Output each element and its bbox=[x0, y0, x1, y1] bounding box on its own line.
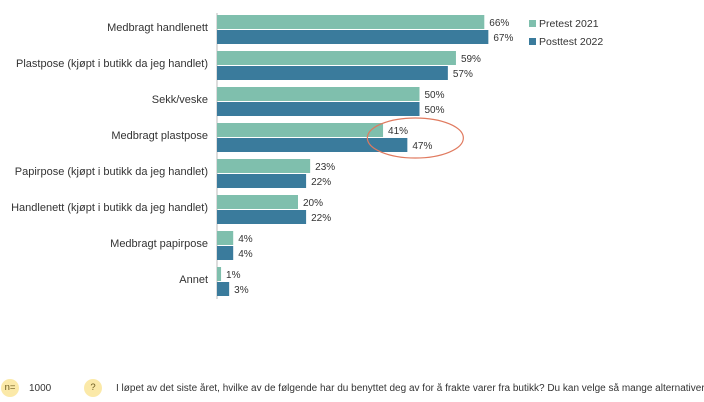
data-label-pretest-2021-handlenett-kj-pt-i-butikk-da-jeg-handlet: 20% bbox=[303, 198, 323, 209]
legend-label-pretest-2021: Pretest 2021 bbox=[539, 18, 599, 30]
bar-posttest-2022-annet bbox=[217, 282, 230, 296]
data-label-posttest-2022-handlenett-kj-pt-i-butikk-da-jeg-handlet: 22% bbox=[311, 213, 331, 224]
legend-label-posttest-2022: Posttest 2022 bbox=[539, 36, 603, 48]
data-label-pretest-2021-medbragt-plastpose: 41% bbox=[388, 126, 408, 137]
bar-posttest-2022-medbragt-plastpose bbox=[217, 138, 408, 152]
category-label-medbragt-handlenett: Medbragt handlenett bbox=[107, 22, 208, 34]
bar-pretest-2021-medbragt-plastpose bbox=[217, 123, 384, 137]
sample-size-value: 1000 bbox=[29, 383, 52, 394]
legend: Pretest 2021 Posttest 2022 bbox=[529, 18, 603, 48]
category-label-annet: Annet bbox=[179, 274, 208, 286]
survey-question: I løpet av det siste året, hvilke av de … bbox=[116, 383, 704, 394]
data-label-pretest-2021-annet: 1% bbox=[226, 270, 241, 281]
bar-pretest-2021-handlenett-kj-pt-i-butikk-da-jeg-handlet bbox=[217, 195, 298, 209]
category-label-plastpose-kj-pt-i-butikk-da-jeg-handlet: Plastpose (kjøpt i butikk da jeg handlet… bbox=[16, 58, 208, 70]
data-label-posttest-2022-annet: 3% bbox=[234, 285, 249, 296]
category-label-papirpose-kj-pt-i-butikk-da-jeg-handlet: Papirpose (kjøpt i butikk da jeg handlet… bbox=[15, 166, 208, 178]
data-label-posttest-2022-medbragt-handlenett: 67% bbox=[493, 33, 513, 44]
data-label-pretest-2021-medbragt-handlenett: 66% bbox=[489, 18, 509, 29]
bar-pretest-2021-medbragt-handlenett bbox=[217, 15, 485, 29]
data-label-posttest-2022-papirpose-kj-pt-i-butikk-da-jeg-handlet: 22% bbox=[311, 177, 331, 188]
data-label-pretest-2021-papirpose-kj-pt-i-butikk-da-jeg-handlet: 23% bbox=[315, 162, 335, 173]
data-label-pretest-2021-plastpose-kj-pt-i-butikk-da-jeg-handlet: 59% bbox=[461, 54, 481, 65]
legend-swatch-pretest-2021 bbox=[529, 20, 536, 27]
bar-posttest-2022-medbragt-handlenett bbox=[217, 30, 489, 44]
category-label-medbragt-plastpose: Medbragt plastpose bbox=[111, 130, 208, 142]
bar-posttest-2022-handlenett-kj-pt-i-butikk-da-jeg-handlet bbox=[217, 210, 307, 224]
bar-posttest-2022-plastpose-kj-pt-i-butikk-da-jeg-handlet bbox=[217, 66, 448, 80]
bar-pretest-2021-medbragt-papirpose bbox=[217, 231, 234, 245]
data-label-posttest-2022-sekk-veske: 50% bbox=[425, 105, 445, 116]
bar-posttest-2022-sekk-veske bbox=[217, 102, 420, 116]
question-badge: ? bbox=[84, 379, 102, 397]
data-label-posttest-2022-plastpose-kj-pt-i-butikk-da-jeg-handlet: 57% bbox=[453, 69, 473, 80]
data-label-posttest-2022-medbragt-papirpose: 4% bbox=[238, 249, 253, 260]
bar-pretest-2021-annet bbox=[217, 267, 222, 281]
bar-pretest-2021-papirpose-kj-pt-i-butikk-da-jeg-handlet bbox=[217, 159, 311, 173]
data-label-pretest-2021-medbragt-papirpose: 4% bbox=[238, 234, 253, 245]
legend-swatch-posttest-2022 bbox=[529, 38, 536, 45]
category-label-sekk-veske: Sekk/veske bbox=[152, 94, 208, 106]
bar-posttest-2022-medbragt-papirpose bbox=[217, 246, 234, 260]
data-label-pretest-2021-sekk-veske: 50% bbox=[425, 90, 445, 101]
category-label-medbragt-papirpose: Medbragt papirpose bbox=[110, 238, 208, 250]
category-label-handlenett-kj-pt-i-butikk-da-jeg-handlet: Handlenett (kjøpt i butikk da jeg handle… bbox=[11, 202, 208, 214]
bar-posttest-2022-papirpose-kj-pt-i-butikk-da-jeg-handlet bbox=[217, 174, 307, 188]
bars-layer: Medbragt handlenett 66% 67% Plastpose (kjøp… bbox=[11, 15, 513, 296]
bar-chart: Medbragt handlenett 66% 67% Plastpose (kjøp… bbox=[11, 13, 603, 299]
sample-size-badge: n= bbox=[1, 379, 19, 397]
bar-pretest-2021-sekk-veske bbox=[217, 87, 420, 101]
data-label-posttest-2022-medbragt-plastpose: 47% bbox=[412, 141, 432, 152]
highlight-oval bbox=[366, 117, 464, 159]
bar-pretest-2021-plastpose-kj-pt-i-butikk-da-jeg-handlet bbox=[217, 51, 456, 65]
footer: n= 1000 ? I løpet av det siste året, hvi… bbox=[0, 378, 704, 402]
